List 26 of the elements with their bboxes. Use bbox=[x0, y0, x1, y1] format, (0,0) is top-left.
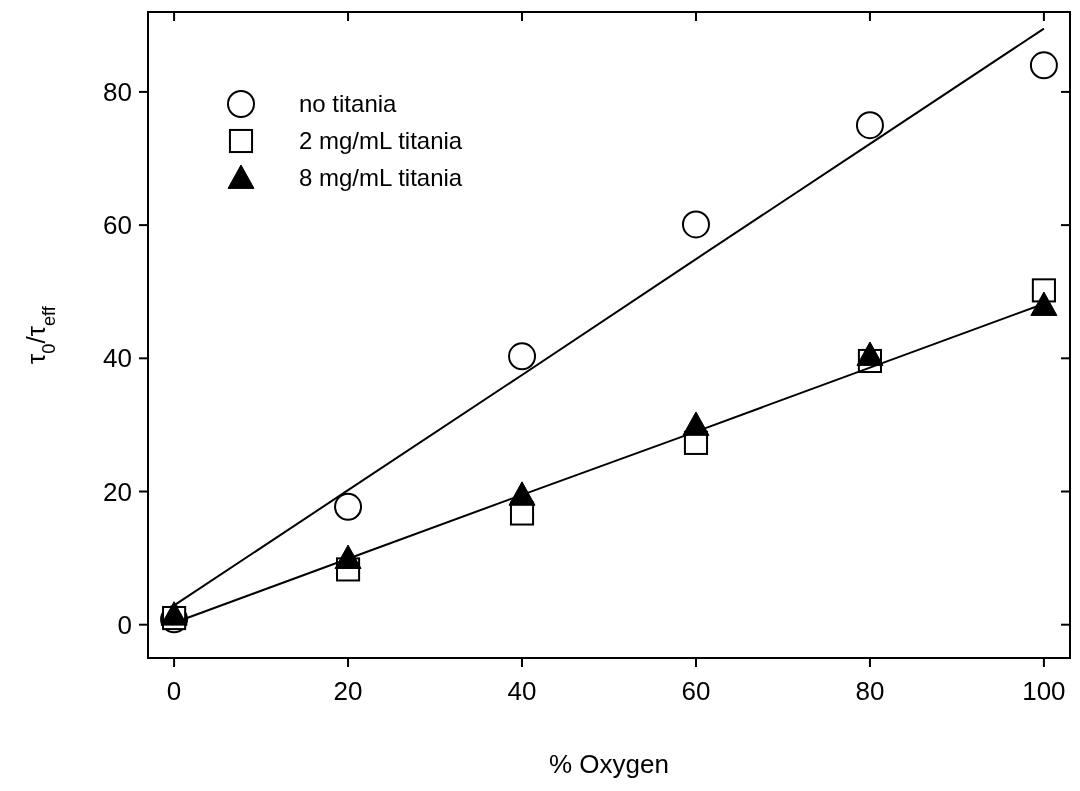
y-tick-label: 0 bbox=[117, 609, 132, 640]
x-tick-label: 40 bbox=[507, 676, 537, 706]
point bbox=[508, 481, 536, 506]
point bbox=[508, 342, 537, 371]
point bbox=[334, 492, 363, 521]
point bbox=[334, 544, 362, 569]
y-tick-label: 20 bbox=[103, 476, 132, 507]
y-tick-label: 80 bbox=[103, 76, 132, 107]
x-tick-label: 60 bbox=[681, 676, 711, 706]
x-tick-label: 80 bbox=[855, 676, 885, 706]
legend-label: 8 mg/mL titania bbox=[299, 164, 463, 191]
legend-label: 2 mg/mL titania bbox=[299, 127, 463, 154]
legend-label: no titania bbox=[299, 90, 398, 117]
y-tick-label: 60 bbox=[103, 210, 132, 241]
point bbox=[1030, 291, 1058, 316]
point bbox=[681, 210, 710, 239]
point bbox=[1029, 51, 1058, 80]
x-axis-title: % Oxygen bbox=[549, 749, 669, 779]
x-tick-label: 20 bbox=[333, 676, 363, 706]
point bbox=[160, 601, 188, 626]
point bbox=[855, 111, 884, 140]
y-tick-label: 40 bbox=[103, 343, 132, 374]
x-tick-label: 100 bbox=[1022, 676, 1066, 706]
x-tick-label: 0 bbox=[166, 676, 182, 706]
point bbox=[856, 341, 884, 366]
point bbox=[682, 411, 710, 436]
